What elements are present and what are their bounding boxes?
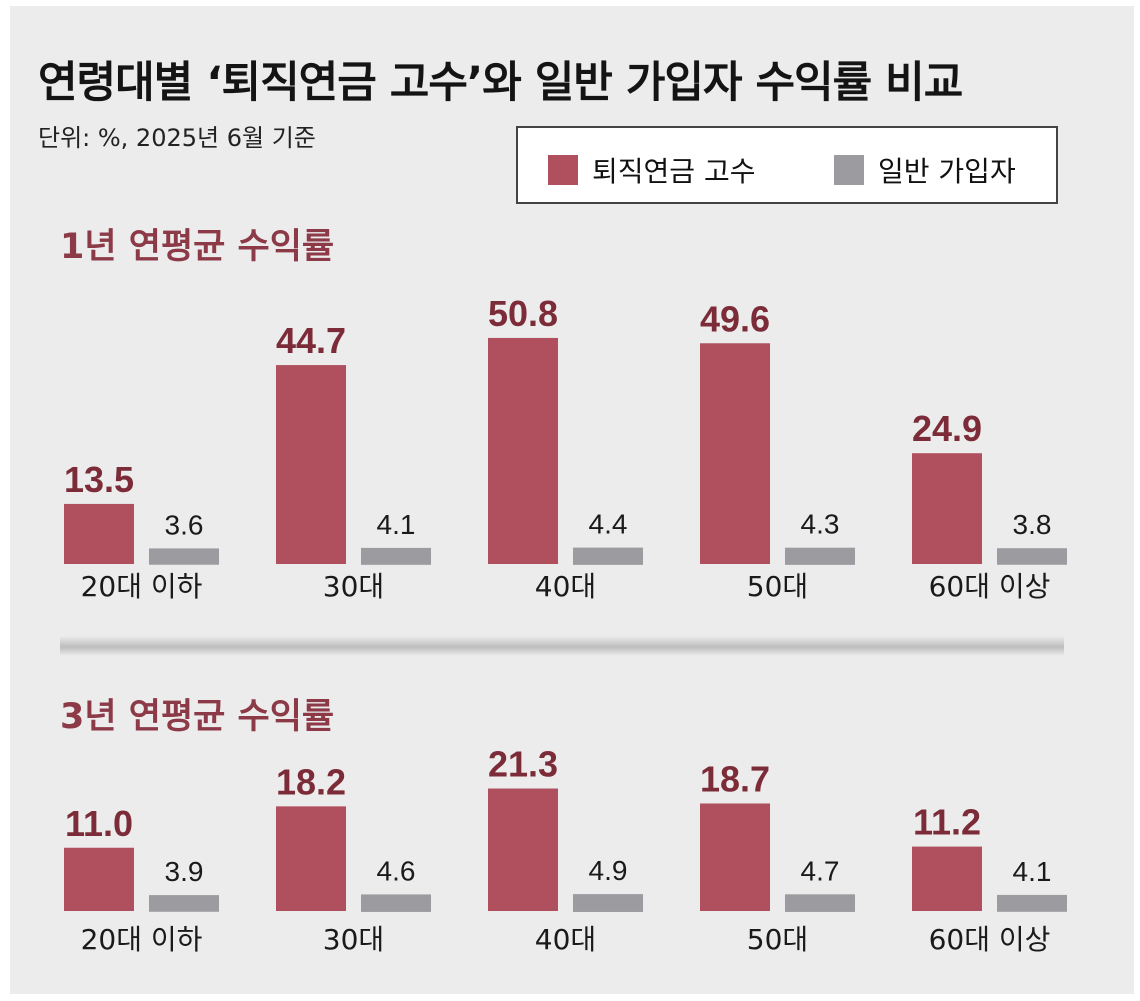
category-label-1yr-3: 50대	[747, 570, 808, 603]
legend-swatch-general-subscriber	[834, 155, 864, 185]
bar-general-subscriber-1yr-3	[785, 547, 855, 565]
value-label-retirement-expert-1yr-1: 44.7	[276, 320, 346, 361]
value-label-retirement-expert-3yr-4: 11.2	[913, 802, 981, 843]
value-label-retirement-expert-3yr-0: 11.0	[65, 803, 133, 844]
value-label-general-subscriber-3yr-2: 4.9	[589, 855, 628, 886]
bar-general-subscriber-1yr-1	[361, 547, 431, 565]
legend-item-retirement-expert: 퇴직연금 고수	[548, 150, 755, 190]
value-label-general-subscriber-3yr-1: 4.6	[377, 855, 416, 886]
legend-label-general-subscriber: 일반 가입자	[878, 155, 1016, 188]
section-divider	[60, 636, 1064, 656]
chart-3yr: 11.0 3.9 20대 이하 18.2 4.6 30대 21.3 4.9 40대 18.7 4.7…	[64, 744, 1067, 956]
category-label-3yr-1: 30대	[323, 923, 384, 956]
value-label-retirement-expert-1yr-0: 13.5	[64, 459, 134, 500]
bar-retirement-expert-1yr-1	[276, 365, 346, 564]
category-label-3yr-0: 20대 이하	[81, 923, 203, 956]
category-label-1yr-0: 20대 이하	[81, 570, 203, 603]
value-label-general-subscriber-3yr-0: 3.9	[165, 856, 204, 887]
chart-title: 연령대별 ‘퇴직연금 고수’와 일반 가입자 수익률 비교	[38, 58, 963, 108]
bar-general-subscriber-3yr-4	[997, 894, 1067, 912]
value-label-retirement-expert-1yr-2: 50.8	[488, 293, 558, 334]
section-title-1yr: 1년 연평균 수익률	[60, 227, 335, 267]
bar-retirement-expert-1yr-4	[912, 453, 982, 564]
category-label-1yr-1: 30대	[323, 570, 384, 603]
category-label-3yr-3: 50대	[747, 923, 808, 956]
bar-retirement-expert-3yr-1	[276, 806, 346, 911]
bar-general-subscriber-1yr-0	[149, 548, 219, 565]
bar-general-subscriber-3yr-1	[361, 894, 431, 912]
category-label-3yr-2: 40대	[535, 923, 596, 956]
bar-retirement-expert-3yr-0	[64, 847, 134, 911]
chart-1yr: 13.5 3.6 20대 이하 44.7 4.1 30대 50.8 4.4 40대 49.6 4.3…	[64, 293, 1067, 603]
unit-note: 단위: %, 2025년 6월 기준	[38, 124, 316, 152]
bar-general-subscriber-3yr-2	[573, 894, 643, 912]
bar-general-subscriber-1yr-2	[573, 547, 643, 565]
legend-swatch-retirement-expert	[548, 155, 578, 185]
bar-retirement-expert-1yr-3	[700, 343, 770, 564]
category-label-1yr-4: 60대 이상	[929, 570, 1051, 603]
value-label-retirement-expert-3yr-1: 18.2	[276, 761, 346, 802]
value-label-retirement-expert-3yr-3: 18.7	[700, 758, 770, 799]
bar-general-subscriber-1yr-4	[997, 548, 1067, 565]
bar-general-subscriber-3yr-3	[785, 894, 855, 912]
legend: 퇴직연금 고수 일반 가입자	[516, 126, 1058, 204]
category-label-3yr-4: 60대 이상	[929, 923, 1051, 956]
value-label-general-subscriber-1yr-0: 3.6	[165, 509, 204, 540]
bar-retirement-expert-3yr-4	[912, 846, 982, 911]
legend-item-general-subscriber: 일반 가입자	[834, 150, 1016, 190]
section-title-3yr: 3년 연평균 수익률	[60, 697, 335, 737]
value-label-general-subscriber-3yr-4: 4.1	[1013, 856, 1052, 887]
value-label-general-subscriber-1yr-3: 4.3	[801, 509, 840, 540]
value-label-general-subscriber-3yr-3: 4.7	[801, 855, 840, 886]
legend-label-retirement-expert: 퇴직연금 고수	[592, 155, 756, 188]
bar-retirement-expert-3yr-3	[700, 803, 770, 911]
chart-panel: 연령대별 ‘퇴직연금 고수’와 일반 가입자 수익률 비교 단위: %, 202…	[10, 6, 1134, 994]
value-label-general-subscriber-1yr-4: 3.8	[1013, 509, 1052, 540]
bar-retirement-expert-1yr-0	[64, 503, 134, 564]
category-label-1yr-2: 40대	[535, 570, 596, 603]
value-label-retirement-expert-3yr-2: 21.3	[488, 744, 558, 785]
bar-general-subscriber-3yr-0	[149, 895, 219, 912]
value-label-general-subscriber-1yr-1: 4.1	[377, 509, 416, 540]
value-label-retirement-expert-1yr-3: 49.6	[700, 298, 770, 339]
bar-retirement-expert-1yr-2	[488, 337, 558, 564]
value-label-retirement-expert-1yr-4: 24.9	[912, 408, 982, 449]
bar-retirement-expert-3yr-2	[488, 788, 558, 911]
value-label-general-subscriber-1yr-2: 4.4	[589, 509, 628, 540]
